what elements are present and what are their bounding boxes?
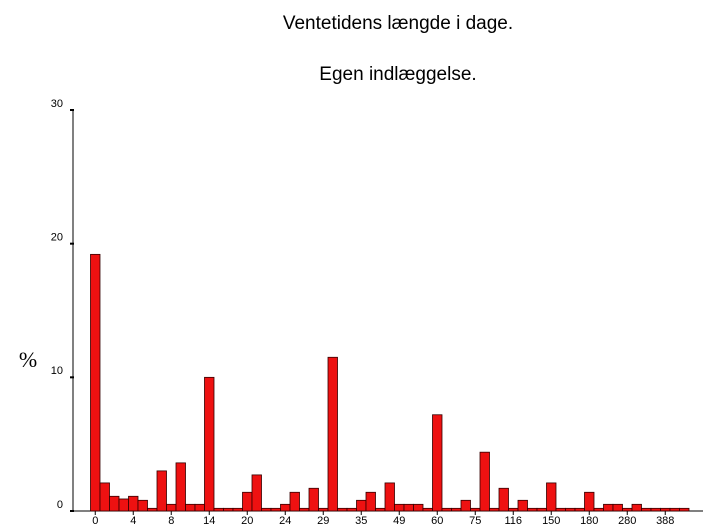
bar bbox=[185, 503, 196, 512]
bar bbox=[574, 507, 585, 512]
bar bbox=[327, 356, 338, 512]
x-tick-label: 29 bbox=[317, 515, 329, 527]
bar bbox=[460, 499, 471, 512]
bar bbox=[470, 507, 481, 512]
y-tick-label: 10 bbox=[51, 365, 63, 377]
bar bbox=[232, 507, 243, 512]
bar bbox=[527, 507, 538, 512]
bar bbox=[650, 507, 661, 512]
bar bbox=[204, 376, 215, 512]
bar bbox=[565, 507, 576, 512]
bar bbox=[508, 507, 519, 512]
bar bbox=[156, 470, 167, 512]
bar bbox=[394, 503, 405, 512]
bar bbox=[489, 507, 500, 512]
bar bbox=[128, 495, 139, 512]
x-tick-label: 49 bbox=[393, 515, 405, 527]
bar bbox=[679, 507, 690, 512]
bar bbox=[441, 507, 452, 512]
bar bbox=[593, 507, 604, 512]
bar bbox=[498, 487, 509, 512]
bar bbox=[375, 507, 386, 512]
bar bbox=[422, 507, 433, 512]
bar bbox=[403, 503, 414, 512]
bar bbox=[346, 507, 357, 512]
bar bbox=[432, 414, 443, 512]
bar bbox=[213, 507, 224, 512]
x-tick-label: 180 bbox=[580, 515, 598, 527]
bar bbox=[612, 503, 623, 512]
y-tick-label: 30 bbox=[51, 98, 63, 110]
bar bbox=[166, 503, 177, 512]
bar bbox=[365, 491, 376, 512]
bar bbox=[546, 482, 557, 512]
bar bbox=[384, 482, 395, 512]
x-tick-label: 4 bbox=[130, 515, 136, 527]
bar bbox=[451, 507, 462, 512]
bar bbox=[299, 507, 310, 512]
bar bbox=[109, 495, 120, 512]
bar bbox=[175, 462, 186, 512]
bar bbox=[90, 253, 101, 512]
bar bbox=[147, 507, 158, 512]
x-tick-label: 75 bbox=[469, 515, 481, 527]
y-axis-label: % bbox=[19, 347, 37, 372]
x-tick-label: 60 bbox=[431, 515, 443, 527]
bar bbox=[99, 482, 110, 512]
bar bbox=[631, 503, 642, 512]
x-tick-label: 35 bbox=[355, 515, 367, 527]
bar bbox=[308, 487, 319, 512]
bar bbox=[669, 507, 680, 512]
bar bbox=[356, 499, 367, 512]
bar bbox=[413, 503, 424, 512]
chart-title: Ventetidens længde i dage. bbox=[283, 13, 513, 34]
x-tick-label: 116 bbox=[504, 515, 522, 527]
x-tick-label: 14 bbox=[203, 515, 215, 527]
bar bbox=[641, 507, 652, 512]
x-tick-label: 280 bbox=[618, 515, 636, 527]
bar bbox=[289, 491, 300, 512]
bar bbox=[555, 507, 566, 512]
bar bbox=[251, 474, 262, 512]
bar bbox=[536, 507, 547, 512]
chart-subtitle: Egen indlæggelse. bbox=[319, 64, 476, 85]
bar bbox=[584, 491, 595, 512]
x-tick-label: 388 bbox=[656, 515, 674, 527]
y-tick-label: 20 bbox=[51, 232, 63, 244]
bar bbox=[479, 451, 490, 512]
bar bbox=[517, 499, 528, 512]
bar bbox=[270, 507, 281, 512]
bar bbox=[223, 507, 234, 512]
x-tick-label: 24 bbox=[279, 515, 291, 527]
bar bbox=[660, 507, 671, 512]
bar bbox=[118, 498, 129, 512]
bar bbox=[261, 507, 272, 512]
x-tick-label: 8 bbox=[168, 515, 174, 527]
bar bbox=[318, 507, 329, 512]
bar bbox=[280, 503, 291, 512]
x-tick-label: 150 bbox=[542, 515, 560, 527]
y-tick-label: 0 bbox=[57, 499, 63, 511]
bar bbox=[622, 507, 633, 512]
bar bbox=[137, 499, 148, 512]
x-tick-label: 0 bbox=[92, 515, 98, 527]
bar bbox=[194, 503, 205, 512]
bar bbox=[242, 491, 253, 512]
bar bbox=[603, 503, 614, 512]
bar bbox=[337, 507, 348, 512]
x-tick-label: 20 bbox=[241, 515, 253, 527]
